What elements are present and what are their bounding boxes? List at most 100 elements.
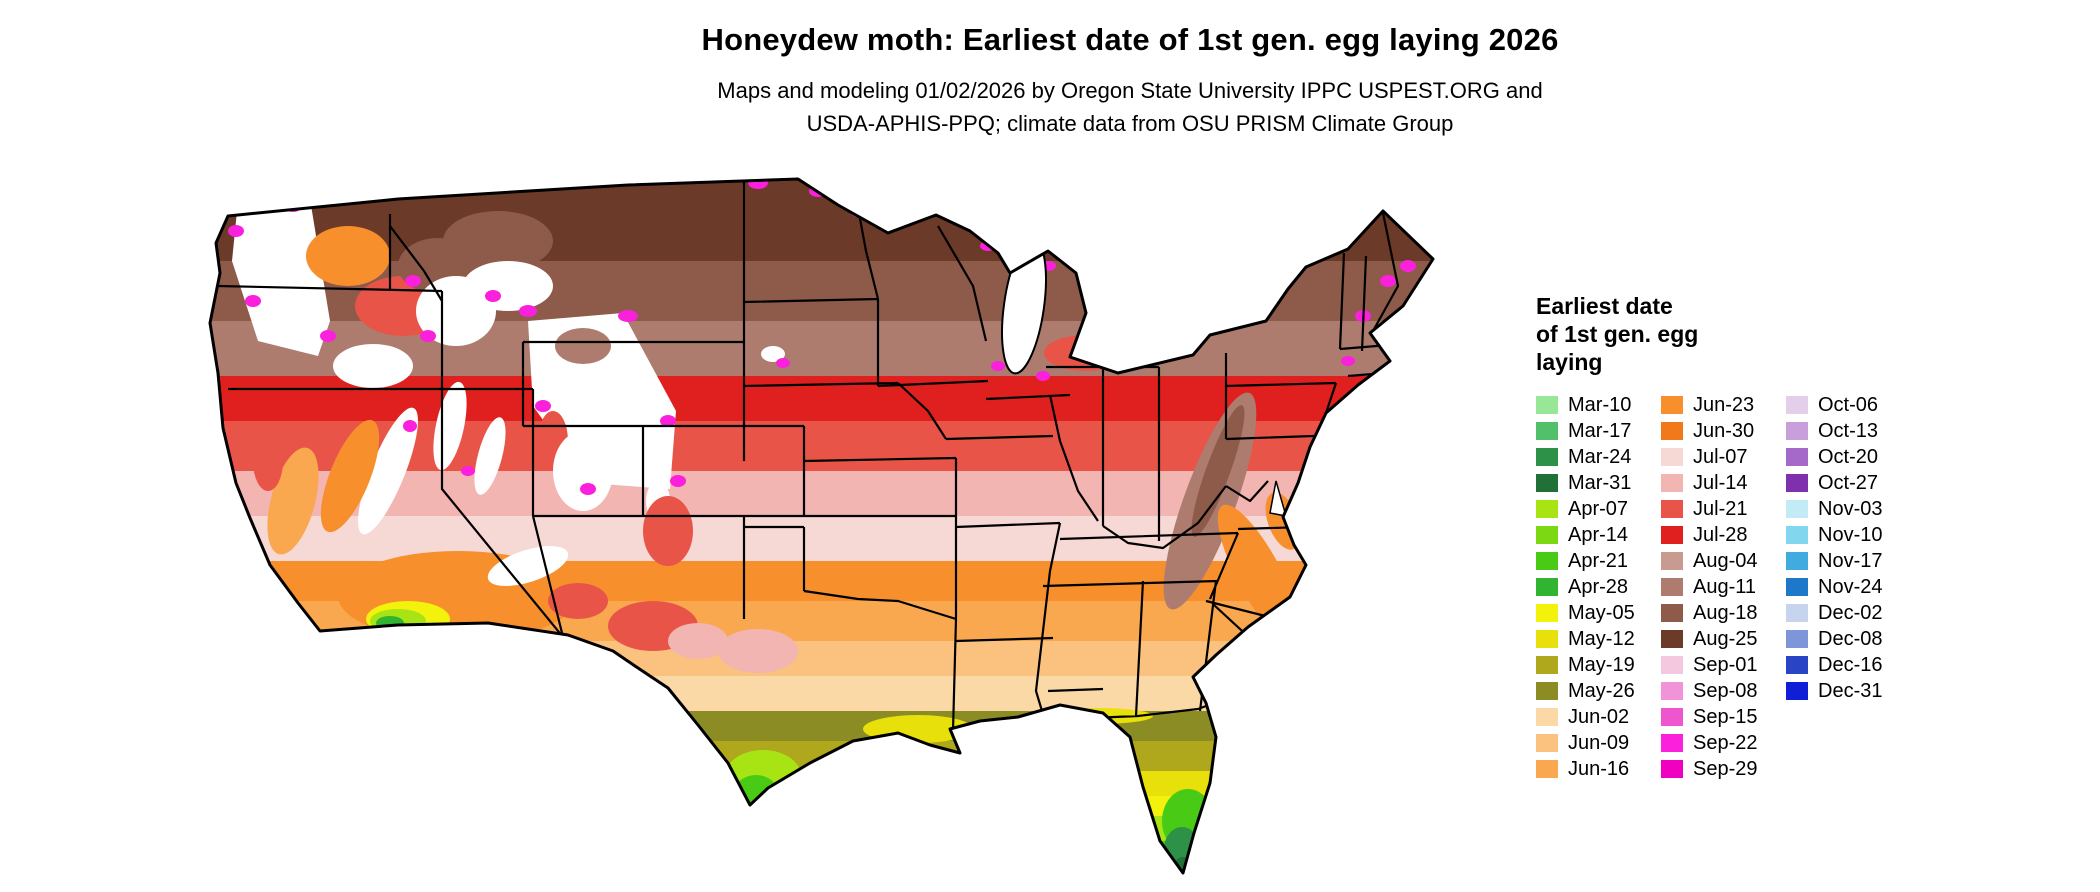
- legend-title-line-3: laying: [1536, 349, 1603, 375]
- legend-entry-jul-07: Jul-07: [1661, 444, 1764, 470]
- legend-swatch: [1536, 526, 1558, 544]
- legend-entry-oct-27: Oct-27: [1786, 470, 1889, 496]
- legend-entry-jul-14: Jul-14: [1661, 470, 1764, 496]
- legend-label: Jul-28: [1693, 523, 1748, 546]
- legend-swatch: [1661, 474, 1683, 492]
- legend-entry-jun-09: Jun-09: [1536, 730, 1639, 756]
- legend-label: May-05: [1568, 601, 1635, 624]
- legend-label: Aug-18: [1693, 601, 1758, 624]
- legend-swatch: [1536, 500, 1558, 518]
- legend-entry-aug-25: Aug-25: [1661, 626, 1764, 652]
- legend-entry-nov-10: Nov-10: [1786, 522, 1889, 548]
- legend-label: Dec-02: [1818, 601, 1883, 624]
- map-legend: Earliest date of 1st gen. egg laying Mar…: [1536, 292, 1966, 782]
- legend-swatch: [1661, 734, 1683, 752]
- legend-label: Aug-25: [1693, 627, 1758, 650]
- legend-swatch: [1786, 604, 1808, 622]
- legend-label: Mar-17: [1568, 419, 1632, 442]
- legend-label: Nov-03: [1818, 497, 1883, 520]
- legend-title: Earliest date of 1st gen. egg laying: [1536, 292, 1966, 376]
- legend-entry-aug-11: Aug-11: [1661, 574, 1764, 600]
- us-outline: [208, 177, 1435, 875]
- legend-entry-jun-23: Jun-23: [1661, 392, 1764, 418]
- legend-label: Jun-16: [1568, 757, 1630, 780]
- legend-swatch: [1786, 422, 1808, 440]
- legend-label: Sep-29: [1693, 757, 1758, 780]
- legend-label: Dec-31: [1818, 679, 1883, 702]
- legend-swatch: [1661, 500, 1683, 518]
- legend-entry-jun-02: Jun-02: [1536, 704, 1639, 730]
- legend-label: Apr-21: [1568, 549, 1629, 572]
- legend-column-2: Jun-23 Jun-30 Jul-07 Jul-14 Jul-21 Jul-28 Aug-…: [1661, 392, 1764, 782]
- legend-label: Jun-30: [1693, 419, 1755, 442]
- legend-swatch: [1786, 552, 1808, 570]
- legend-label: Sep-08: [1693, 679, 1758, 702]
- subtitle-line-2: USDA-APHIS-PPQ; climate data from OSU PR…: [806, 111, 1454, 136]
- legend-entry-jul-21: Jul-21: [1661, 496, 1764, 522]
- legend-label: Jun-02: [1568, 705, 1630, 728]
- legend-entry-jul-28: Jul-28: [1661, 522, 1764, 548]
- legend-swatch: [1661, 656, 1683, 674]
- legend-entry-dec-31: Dec-31: [1786, 678, 1889, 704]
- legend-entry-oct-20: Oct-20: [1786, 444, 1889, 470]
- legend-entry-may-05: May-05: [1536, 600, 1639, 626]
- legend-label: Sep-22: [1693, 731, 1758, 754]
- legend-swatch: [1536, 422, 1558, 440]
- legend-swatch: [1536, 474, 1558, 492]
- legend-label: Oct-13: [1818, 419, 1879, 442]
- legend-swatch: [1536, 552, 1558, 570]
- legend-entry-aug-04: Aug-04: [1661, 548, 1764, 574]
- legend-label: Aug-11: [1693, 575, 1757, 598]
- legend-label: Mar-10: [1568, 393, 1632, 416]
- legend-entry-oct-13: Oct-13: [1786, 418, 1889, 444]
- legend-label: Aug-04: [1693, 549, 1758, 572]
- legend-label: Mar-31: [1568, 471, 1632, 494]
- legend-label: Sep-01: [1693, 653, 1758, 676]
- page-subtitle: Maps and modeling 01/02/2026 by Oregon S…: [430, 74, 1830, 140]
- legend-title-line-1: Earliest date: [1536, 293, 1673, 319]
- legend-label: Dec-16: [1818, 653, 1883, 676]
- legend-swatch: [1661, 708, 1683, 726]
- legend-swatch: [1536, 708, 1558, 726]
- legend-entry-may-19: May-19: [1536, 652, 1639, 678]
- legend-label: Mar-24: [1568, 445, 1632, 468]
- legend-label: Jun-23: [1693, 393, 1755, 416]
- legend-swatch: [1536, 760, 1558, 778]
- legend-swatch: [1786, 500, 1808, 518]
- legend-entry-mar-24: Mar-24: [1536, 444, 1639, 470]
- legend-entry-may-26: May-26: [1536, 678, 1639, 704]
- legend-entry-nov-03: Nov-03: [1786, 496, 1889, 522]
- legend-column-3: Oct-06 Oct-13 Oct-20 Oct-27 Nov-03 Nov-10 Nov-…: [1786, 392, 1889, 782]
- us-choropleth-map: [198, 171, 1488, 884]
- legend-label: Jul-07: [1693, 445, 1748, 468]
- legend-swatch: [1786, 682, 1808, 700]
- legend-swatch: [1536, 682, 1558, 700]
- legend-label: May-26: [1568, 679, 1635, 702]
- legend-swatch: [1661, 422, 1683, 440]
- legend-label: May-12: [1568, 627, 1635, 650]
- page-title: Honeydew moth: Earliest date of 1st gen.…: [701, 22, 1559, 57]
- legend-label: Apr-28: [1568, 575, 1629, 598]
- state-borders: [217, 180, 1414, 732]
- subtitle-line-1: Maps and modeling 01/02/2026 by Oregon S…: [717, 78, 1543, 103]
- legend-entry-dec-08: Dec-08: [1786, 626, 1889, 652]
- legend-label: Nov-10: [1818, 523, 1883, 546]
- legend-label: May-19: [1568, 653, 1635, 676]
- legend-entry-may-12: May-12: [1536, 626, 1639, 652]
- legend-entry-sep-08: Sep-08: [1661, 678, 1764, 704]
- legend-swatch: [1786, 630, 1808, 648]
- legend-entry-apr-14: Apr-14: [1536, 522, 1639, 548]
- legend-swatch: [1661, 630, 1683, 648]
- legend-entry-apr-07: Apr-07: [1536, 496, 1639, 522]
- legend-entry-jun-16: Jun-16: [1536, 756, 1639, 782]
- legend-title-line-2: of 1st gen. egg: [1536, 321, 1699, 347]
- legend-column-1: Mar-10 Mar-17 Mar-24 Mar-31 Apr-07 Apr-14 Apr-…: [1536, 392, 1639, 782]
- legend-entry-oct-06: Oct-06: [1786, 392, 1889, 418]
- legend-swatch: [1786, 578, 1808, 596]
- legend-label: Apr-07: [1568, 497, 1629, 520]
- legend-label: Dec-08: [1818, 627, 1883, 650]
- legend-label: Oct-20: [1818, 445, 1879, 468]
- legend-entry-dec-16: Dec-16: [1786, 652, 1889, 678]
- legend-entry-apr-28: Apr-28: [1536, 574, 1639, 600]
- us-map-svg: [208, 177, 1435, 875]
